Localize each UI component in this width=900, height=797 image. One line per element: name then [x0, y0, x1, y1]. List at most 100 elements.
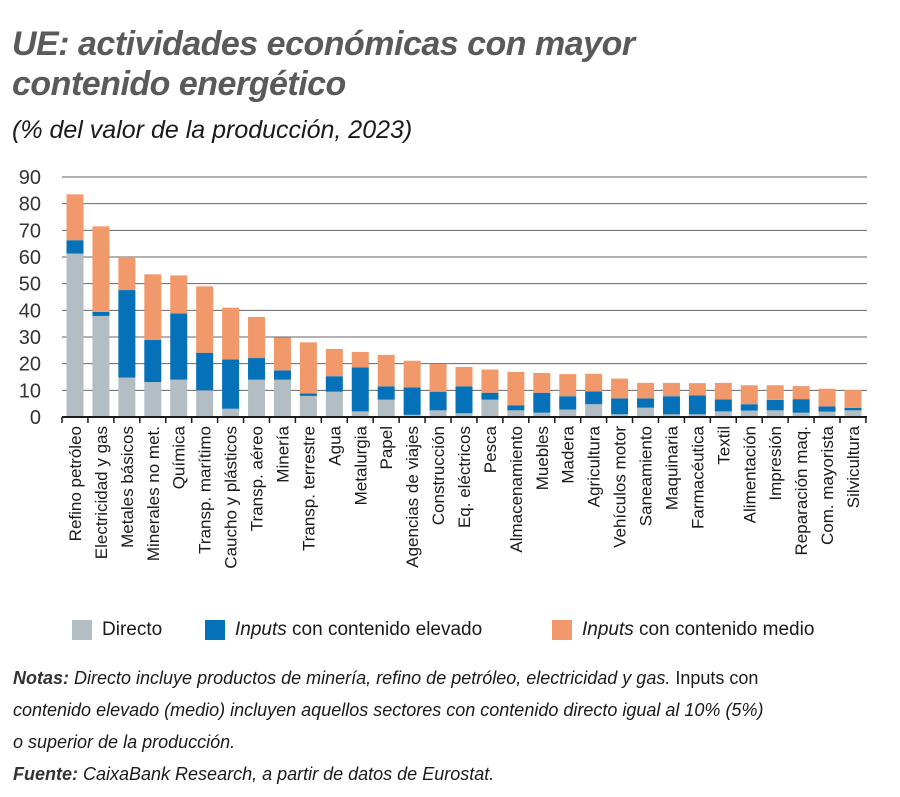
bar-segment-directo [766, 410, 784, 417]
x-tick-label: Impresión [766, 426, 785, 501]
x-tick-label: Farmacéutica [688, 425, 707, 529]
legend-swatch-elevado [205, 620, 225, 640]
chart-title-line1: UE: actividades económicas con mayor [12, 25, 635, 63]
legend-label: Inputs con contenido elevado [235, 619, 482, 641]
bar-segment-medio [585, 373, 603, 392]
x-tick-label: Transp. marítimo [196, 426, 215, 554]
bar-segment-directo [585, 404, 603, 417]
y-tick-label: 60 [19, 247, 41, 269]
x-tick-label: Almacenamiento [507, 426, 526, 553]
bar-segment-medio [66, 194, 84, 241]
notes-line3: o superior de la producción. [13, 732, 236, 752]
bar-segment-elevado [481, 392, 499, 400]
bar-segment-elevado [118, 290, 136, 378]
bar-segment-directo [740, 410, 758, 417]
x-tick-label: Eq. eléctricos [455, 426, 474, 528]
bar-segment-directo [92, 315, 110, 417]
bar-segment-directo [118, 377, 136, 417]
source-label: Fuente: [13, 764, 78, 784]
bar-segment-directo [507, 410, 525, 417]
bar-segment-directo [66, 253, 84, 417]
y-tick-label: 30 [19, 327, 41, 349]
notes-line1: Notas: Directo incluye productos de mine… [13, 662, 898, 694]
bar-segment-directo [792, 412, 810, 417]
x-tick-label: Muebles [533, 426, 552, 490]
bar-segment-elevado [351, 367, 369, 412]
bar-segment-medio [429, 363, 447, 392]
bar-segment-elevado [66, 240, 84, 254]
bar-segment-elevado [222, 359, 240, 409]
bar-segment-elevado [818, 406, 836, 412]
notes-text: Directo incluye productos de minería, re… [69, 668, 671, 688]
bar-segment-medio [662, 382, 680, 397]
bar-segment-directo [144, 382, 162, 417]
legend-label-rest: con contenido medio [633, 619, 815, 640]
legend-swatch-medio [552, 620, 572, 640]
x-tick-label: Transp. aéreo [248, 426, 267, 531]
bar-segment-elevado [559, 396, 577, 410]
x-tick-label: Silvicultura [844, 425, 863, 508]
bar-segment-directo [611, 414, 629, 417]
x-tick-label: Reparación maq. [792, 426, 811, 555]
bar-segment-directo [351, 411, 369, 417]
bar-segment-elevado [662, 396, 680, 415]
bar-segment-medio [792, 386, 810, 400]
bar-segment-directo [222, 408, 240, 417]
bar-segment-directo [844, 410, 862, 417]
bar-segment-medio [299, 342, 317, 394]
source-line: Fuente: CaixaBank Research, a partir de … [13, 758, 898, 790]
bar-segment-directo [299, 395, 317, 417]
legend-item-directo: Directo [72, 619, 162, 641]
bar-segment-elevado [740, 404, 758, 411]
bar-segment-elevado [325, 376, 343, 392]
bar-segment-medio [507, 371, 525, 406]
legend-label: Inputs con contenido medio [582, 619, 814, 641]
bar-segment-medio [559, 374, 577, 397]
bar-segment-medio [611, 378, 629, 399]
y-tick-label: 90 [19, 167, 41, 189]
bar-segment-elevado [455, 386, 473, 414]
legend-label: Directo [102, 619, 163, 640]
notes-label: Notas: [13, 668, 70, 688]
bar-segment-directo [559, 409, 577, 417]
bar-segment-medio [818, 388, 836, 407]
source-text: CaixaBank Research, a partir de datos de… [78, 764, 495, 784]
bar-segment-elevado [273, 370, 291, 380]
x-tick-label: Papel [377, 426, 396, 469]
bar-segment-directo [688, 414, 706, 417]
x-tick-label: Electricidad y gas [92, 426, 111, 559]
bar-segment-directo [818, 411, 836, 417]
x-tick-label: Vehículos motor [611, 426, 630, 548]
legend-label-rest: con contenido elevado [286, 619, 483, 640]
bar-segment-elevado [507, 405, 525, 411]
y-tick-label: 0 [30, 407, 41, 429]
bar-segment-medio [637, 382, 655, 399]
bar-segment-directo [196, 390, 214, 417]
x-tick-label: Alimentación [740, 426, 759, 523]
bar-segment-medio [533, 373, 551, 393]
bar-segment-medio [688, 383, 706, 396]
x-tick-label: Agua [325, 425, 344, 465]
y-tick-label: 20 [19, 354, 41, 376]
bar-segment-medio [196, 286, 214, 353]
legend-item-elevado: Inputs con contenido elevado [205, 619, 482, 641]
bar-segment-elevado [429, 391, 447, 411]
bar-segment-medio [455, 366, 473, 387]
y-tick-label: 40 [19, 300, 41, 322]
legend-label-em: Inputs [235, 619, 287, 640]
legend-label-em: Inputs [582, 619, 634, 640]
x-tick-label: Transp. terrestre [299, 426, 318, 551]
bar-segment-directo [403, 414, 421, 417]
bar-segment-directo [248, 379, 266, 417]
bar-segment-elevado [844, 407, 862, 411]
bar-segment-medio [481, 369, 499, 393]
bar-segment-medio [844, 390, 862, 408]
bar-segment-directo [273, 379, 291, 417]
bar-segment-elevado [637, 398, 655, 408]
bar-segment-directo [481, 399, 499, 417]
bar-segment-directo [170, 379, 188, 417]
x-tick-label: Minería [273, 425, 292, 482]
bar-segment-medio [248, 317, 266, 359]
x-tick-label: Com. mayorista [818, 425, 837, 545]
legend-item-medio: Inputs con contenido medio [552, 619, 814, 641]
